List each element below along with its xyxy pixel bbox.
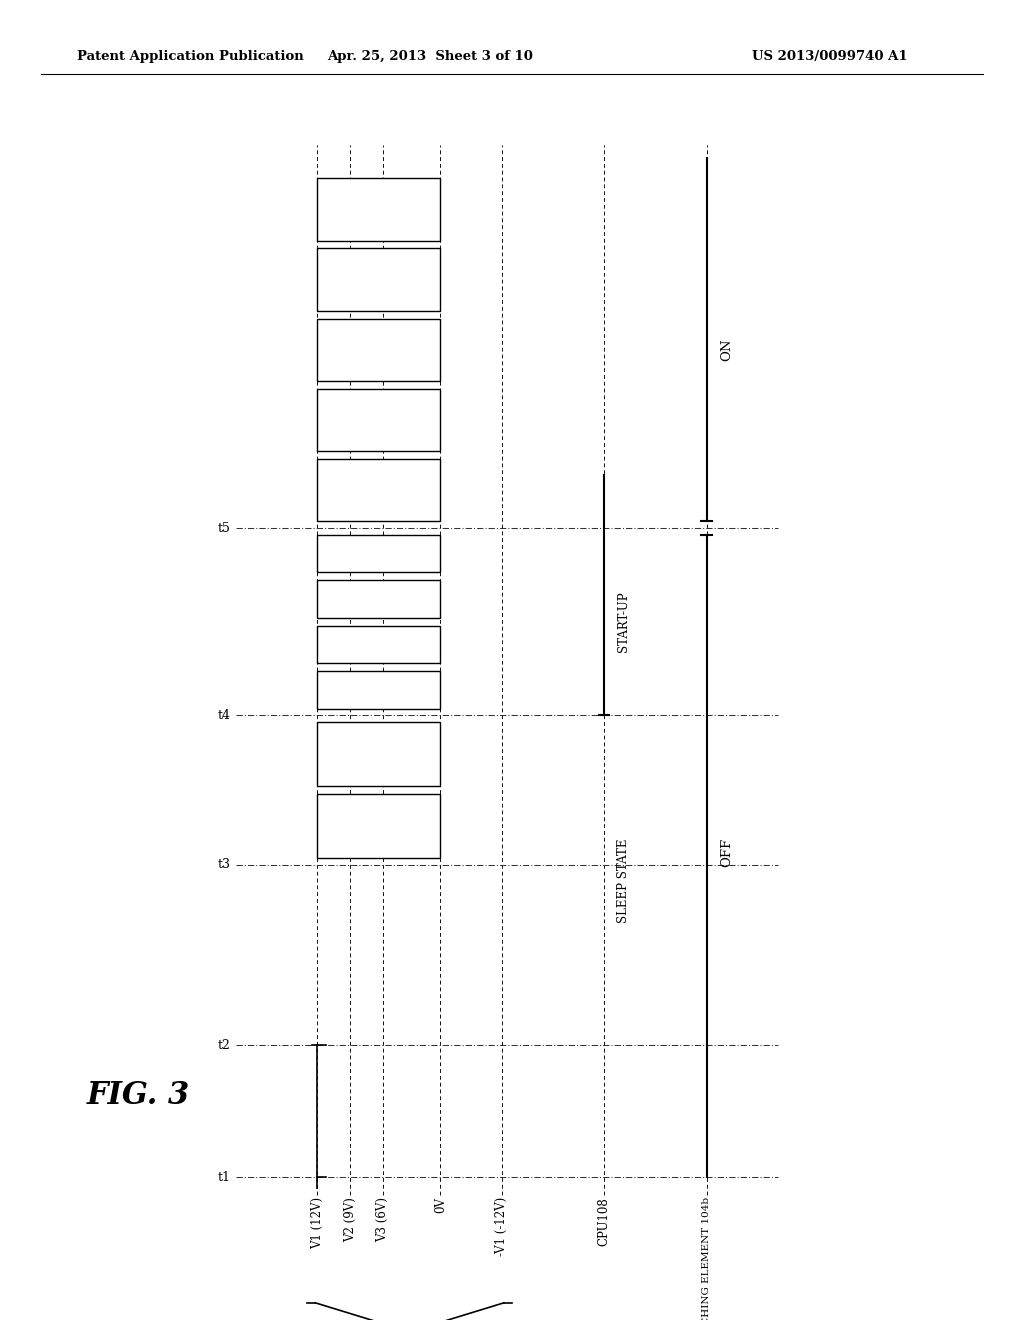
Text: t5: t5 [217, 521, 230, 535]
Text: V1 (12V): V1 (12V) [311, 1197, 324, 1249]
Text: V2 (9V): V2 (9V) [344, 1197, 356, 1242]
Text: ON: ON [720, 338, 733, 362]
Text: t1: t1 [217, 1171, 230, 1184]
Text: FIG. 3: FIG. 3 [87, 1080, 190, 1111]
Text: Apr. 25, 2013  Sheet 3 of 10: Apr. 25, 2013 Sheet 3 of 10 [327, 50, 534, 63]
Text: 0V: 0V [434, 1197, 446, 1213]
Bar [317, 626, 440, 663]
Text: OFF: OFF [720, 838, 733, 867]
Text: t3: t3 [217, 858, 230, 871]
Text: t4: t4 [217, 709, 230, 722]
Bar [317, 389, 440, 451]
Text: t2: t2 [217, 1039, 230, 1052]
Text: CPU108: CPU108 [598, 1197, 610, 1246]
Bar [317, 178, 440, 240]
Text: SLEEP STATE: SLEEP STATE [617, 838, 631, 923]
Bar [317, 535, 440, 573]
Bar [317, 318, 440, 381]
Bar [317, 671, 440, 709]
Bar [317, 722, 440, 787]
Text: V3 (6V): V3 (6V) [377, 1197, 389, 1242]
Text: FIRST SWITCHING ELEMENT 104b: FIRST SWITCHING ELEMENT 104b [702, 1197, 711, 1320]
Bar [317, 581, 440, 618]
Text: Patent Application Publication: Patent Application Publication [77, 50, 303, 63]
Text: -V1 (-12V): -V1 (-12V) [496, 1197, 508, 1257]
Bar [317, 248, 440, 310]
Text: START-UP: START-UP [617, 591, 631, 652]
Text: US 2013/0099740 A1: US 2013/0099740 A1 [752, 50, 907, 63]
Bar [317, 795, 440, 858]
Bar [317, 459, 440, 521]
